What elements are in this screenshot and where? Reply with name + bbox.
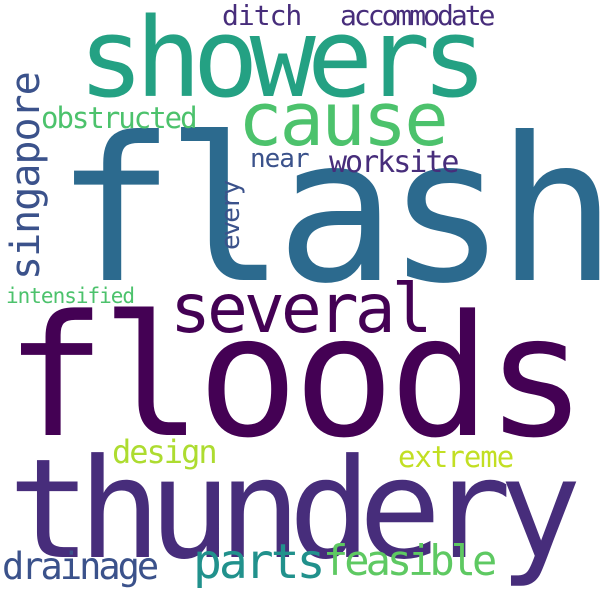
word-thundery: thundery: [8, 429, 582, 590]
word-several: several: [170, 270, 433, 349]
word-drainage: drainage: [2, 545, 159, 588]
word-design: design: [112, 433, 218, 471]
word-intensified: intensified: [6, 284, 135, 308]
word-showers: showers: [78, 0, 488, 122]
word-feasible: feasible: [323, 536, 497, 585]
word-every: every: [216, 181, 246, 250]
word-flash: flash: [55, 95, 600, 328]
word-floods: floods: [5, 279, 587, 475]
word-extreme: extreme: [398, 440, 514, 474]
word-worksite: worksite: [329, 145, 459, 180]
word-ditch: ditch: [222, 0, 302, 32]
word-cause: cause: [238, 77, 449, 163]
word-accommodate: accommodate: [340, 0, 495, 32]
word-parts: parts: [193, 534, 325, 590]
word-singapore: singapore: [3, 72, 49, 280]
word-near: near: [250, 144, 310, 174]
word-obstructed: obstructed: [41, 101, 198, 135]
